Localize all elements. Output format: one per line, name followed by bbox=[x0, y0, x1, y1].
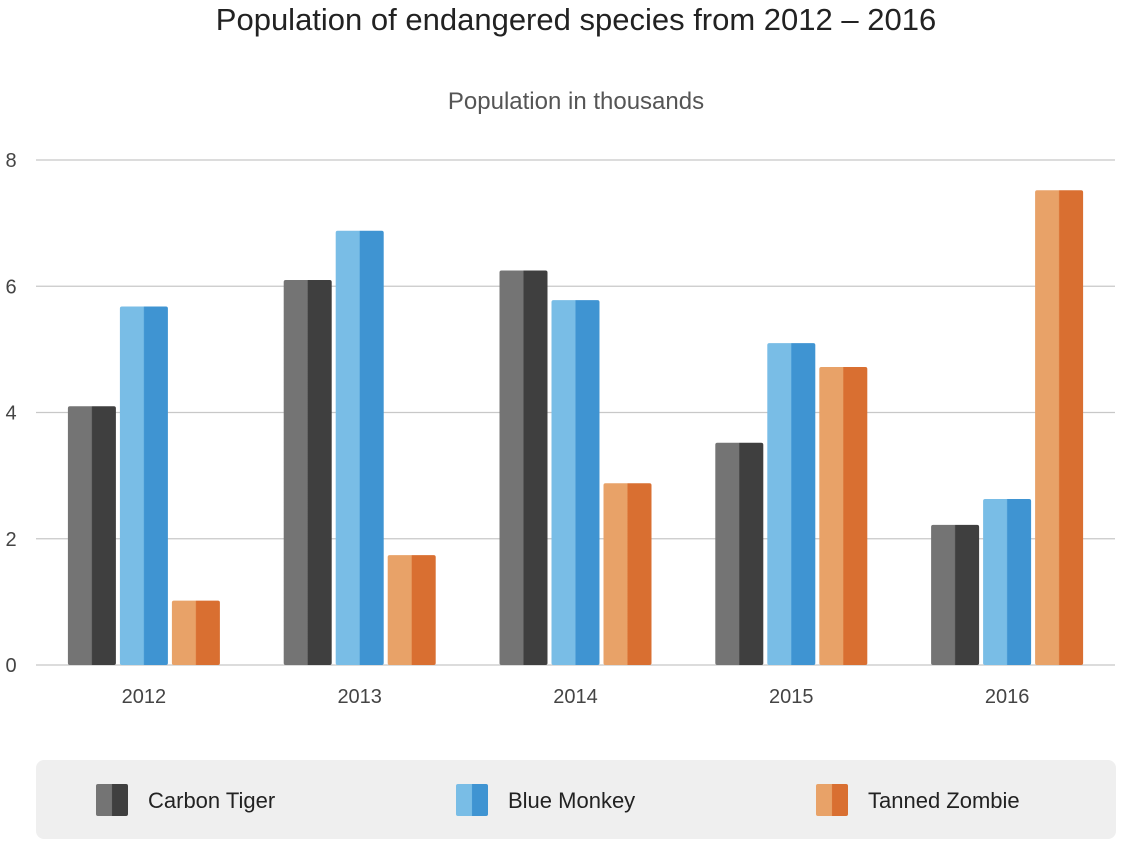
y-tick-label: 8 bbox=[5, 150, 16, 172]
legend-background bbox=[36, 760, 1116, 839]
legend-swatch bbox=[96, 784, 128, 816]
x-tick-label: 2014 bbox=[553, 686, 598, 708]
bar bbox=[551, 300, 600, 665]
bar bbox=[283, 279, 332, 665]
bar bbox=[931, 524, 980, 665]
x-tick-label: 2012 bbox=[122, 686, 167, 708]
bar bbox=[335, 230, 384, 665]
x-tick-label: 2015 bbox=[769, 686, 814, 708]
bar bbox=[171, 600, 220, 665]
y-tick-label: 6 bbox=[5, 276, 16, 298]
legend-swatch bbox=[816, 784, 848, 816]
chart-subtitle: Population in thousands bbox=[448, 88, 704, 115]
x-axis-ticks: 2012 2013 2014 2015 2016 bbox=[122, 686, 1030, 708]
y-tick-label: 0 bbox=[5, 655, 16, 677]
legend-item: Blue Monkey bbox=[456, 784, 635, 816]
bar bbox=[1035, 190, 1084, 666]
bars bbox=[67, 190, 1084, 666]
legend-item: Tanned Zombie bbox=[816, 784, 1020, 816]
legend-label: Blue Monkey bbox=[508, 788, 635, 813]
y-tick-label: 2 bbox=[5, 529, 16, 551]
legend: Carbon Tiger Blue Monkey Tanned Zombie bbox=[36, 760, 1116, 839]
legend-item: Carbon Tiger bbox=[96, 784, 275, 816]
bar bbox=[983, 498, 1032, 665]
bar bbox=[819, 367, 868, 665]
bar bbox=[387, 555, 436, 665]
bar bbox=[767, 343, 816, 665]
y-tick-label: 4 bbox=[5, 403, 16, 425]
legend-swatch bbox=[456, 784, 488, 816]
bar bbox=[715, 442, 764, 665]
y-axis-ticks: 0 2 4 6 8 bbox=[5, 150, 16, 677]
bar bbox=[603, 483, 652, 665]
bar bbox=[499, 270, 548, 665]
legend-label: Tanned Zombie bbox=[868, 788, 1020, 813]
x-tick-label: 2016 bbox=[985, 686, 1030, 708]
bar bbox=[67, 406, 116, 665]
bar bbox=[119, 306, 168, 665]
chart-title: Population of endangered species from 20… bbox=[216, 2, 936, 37]
x-tick-label: 2013 bbox=[337, 686, 382, 708]
legend-label: Carbon Tiger bbox=[148, 788, 275, 813]
